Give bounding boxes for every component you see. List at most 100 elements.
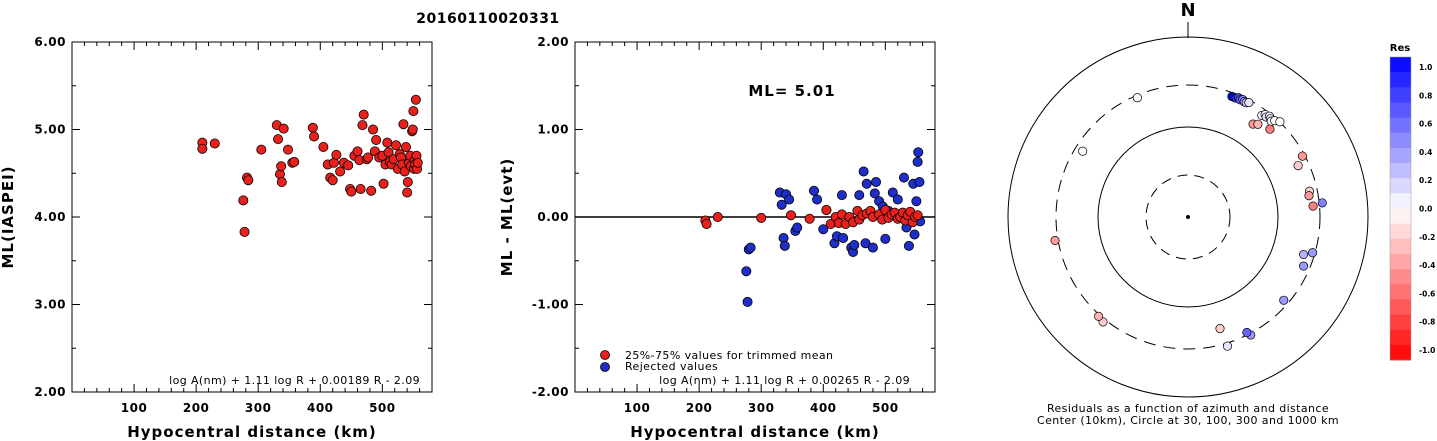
legend-used-marker <box>600 350 610 360</box>
colorbar-swatch <box>1390 223 1411 240</box>
ml-point <box>402 176 413 187</box>
ml-point <box>343 160 354 171</box>
used-point <box>804 213 815 224</box>
colorbar-tick-label: 0.8 <box>1419 91 1432 100</box>
ml-point <box>335 166 346 177</box>
x-tick-label: 400 <box>810 401 837 415</box>
y-tick-label: -1.00 <box>532 298 569 312</box>
rejected-point <box>903 240 914 251</box>
residual-y-axis-label: ML - ML(evt) <box>498 158 516 276</box>
colorbar-swatch <box>1390 102 1411 119</box>
ml-point <box>402 187 413 198</box>
y-tick-label: 6.00 <box>34 35 66 49</box>
ml-formula: log A(nm) + 1.11 log R + 0.00189 R - 2.0… <box>169 374 420 387</box>
rejected-point <box>812 194 823 205</box>
ml-point <box>276 161 287 172</box>
colorbar-swatch <box>1390 132 1411 149</box>
y-tick-label: 1.00 <box>537 123 569 137</box>
residual-station-point <box>1297 151 1307 161</box>
colorbar-ticks: 1.0 0.8 0.6 0.4 0.2 0.0 -0.2 -0.4 -0.6 -0.8 -1.0 <box>1419 63 1435 355</box>
residual-station-point <box>1299 261 1309 271</box>
rejected-point <box>854 190 865 201</box>
ml-point <box>289 156 300 167</box>
ml-point <box>400 141 411 152</box>
x-tick-label: 300 <box>748 401 775 415</box>
rejected-point <box>914 176 925 187</box>
ml-point <box>307 122 318 133</box>
ml-point <box>238 195 249 206</box>
ml-point <box>209 138 220 149</box>
residual-station-point <box>1304 191 1314 201</box>
residual-station-point <box>1253 119 1263 129</box>
ml-point <box>327 175 338 186</box>
ml-point <box>368 124 379 135</box>
ml-point <box>318 141 329 152</box>
residual-station-point <box>1078 146 1088 156</box>
colorbar-swatch <box>1390 314 1411 331</box>
residual-y-ticks: -2.00 -1.00 0.00 1.00 2.00 <box>532 35 935 399</box>
ml-y-axis-label: ML(IASPEI) <box>0 165 17 268</box>
circle-30km <box>1145 174 1231 260</box>
colorbar-title: Res <box>1390 43 1410 54</box>
figure-title: 20160110020331 <box>416 11 559 27</box>
ml-point <box>390 140 401 151</box>
azimuth-caption-line2: Center (10km), Circle at 30, 100, 300 an… <box>1037 414 1339 427</box>
colorbar-tick-label: -0.2 <box>1419 233 1435 242</box>
residual-station-point <box>1050 235 1060 245</box>
colorbar-tick-label: -1.0 <box>1419 346 1435 355</box>
rejected-point <box>776 199 787 210</box>
rejected-point <box>898 172 909 183</box>
residual-station-point <box>1244 98 1254 108</box>
rejected-point <box>836 190 847 201</box>
residual-station-point <box>1222 341 1233 351</box>
colorbar-tick-label: 1.0 <box>1419 63 1432 72</box>
residual-station-point <box>1242 327 1252 338</box>
colorbar-swatch <box>1390 87 1411 103</box>
used-point <box>701 218 712 229</box>
residual-x-axis-label: Hypocentral distance (km) <box>630 423 880 441</box>
rejected-point <box>808 185 819 196</box>
ml-point <box>398 119 409 130</box>
rejected-point <box>838 232 849 243</box>
rejected-point <box>913 147 924 158</box>
used-point <box>821 204 832 215</box>
ml-point <box>357 120 368 131</box>
colorbar-swatch <box>1390 208 1411 225</box>
ml-point <box>256 144 267 155</box>
rejected-point <box>745 242 756 253</box>
residual-station-point <box>1265 124 1275 134</box>
x-tick-label: 100 <box>624 401 651 415</box>
colorbar-tick-label: 0.6 <box>1419 120 1432 129</box>
ml-point <box>273 134 284 145</box>
x-tick-label: 400 <box>307 401 334 415</box>
rejected-point <box>912 156 923 167</box>
ml-point <box>383 147 394 158</box>
residual-x-ticks: 100 200 300 400 500 <box>586 42 936 415</box>
rejected-point <box>784 194 795 205</box>
rejected-point <box>892 194 903 205</box>
ml-x-axis-label: Hypocentral distance (km) <box>127 423 377 441</box>
x-tick-label: 500 <box>369 401 396 415</box>
ml-point <box>309 131 320 142</box>
y-tick-label: 0.00 <box>537 210 569 224</box>
used-point <box>756 212 767 223</box>
colorbar-tick-label: 0.0 <box>1419 205 1432 214</box>
ml-value-annotation: ML= 5.01 <box>748 82 835 100</box>
rejected-point <box>849 239 860 250</box>
colorbar-tick-label: 0.4 <box>1419 148 1432 157</box>
x-tick-label: 200 <box>686 401 713 415</box>
ml-point <box>282 144 293 155</box>
ml-point <box>276 176 287 187</box>
rejected-point <box>911 196 922 207</box>
x-tick-label: 200 <box>183 401 210 415</box>
ml-point <box>366 185 377 196</box>
ml-point <box>382 137 393 148</box>
colorbar-swatch <box>1390 344 1411 361</box>
ml-point <box>407 124 418 135</box>
residual-station-point <box>1299 249 1309 260</box>
colorbar-swatch <box>1390 72 1411 88</box>
rejected-point <box>880 233 891 244</box>
north-label: N <box>1180 0 1195 21</box>
rejected-point <box>792 222 803 233</box>
